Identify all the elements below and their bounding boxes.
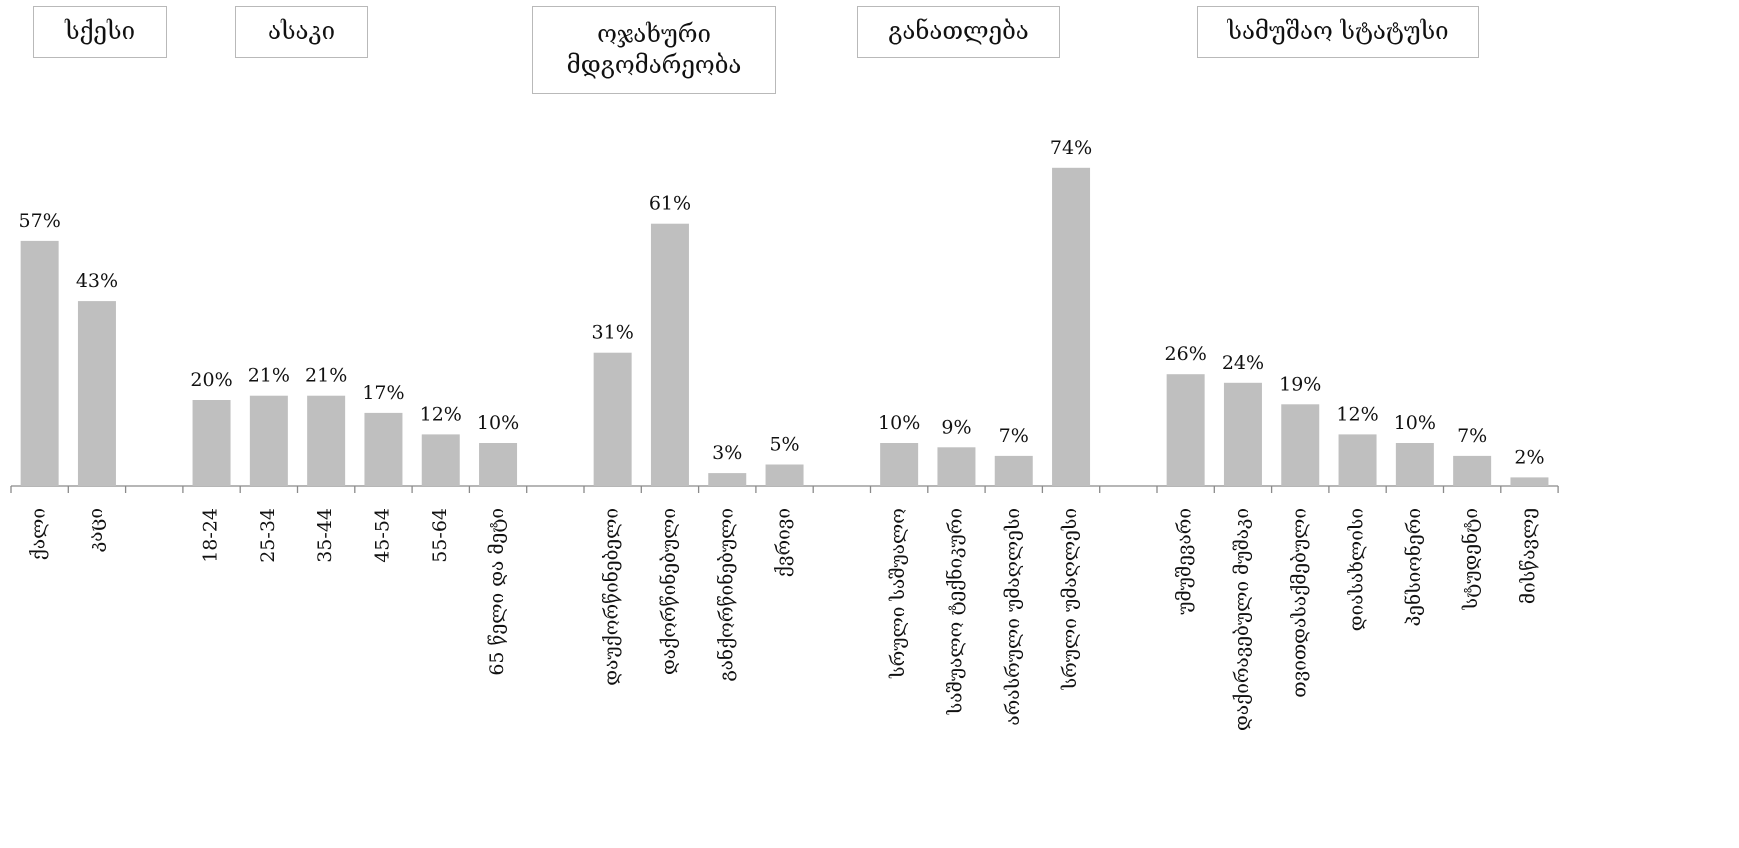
- bar: [1166, 374, 1205, 486]
- data-label: 57%: [19, 210, 61, 232]
- bar: [765, 464, 804, 486]
- category-label: მისწავლე: [1517, 508, 1539, 604]
- category-label: დაუქორწინებელი: [601, 508, 623, 686]
- bar: [192, 400, 231, 486]
- data-label: 20%: [190, 369, 232, 391]
- category-label: სრული საშუალო: [887, 508, 909, 679]
- group-box-gender: სქესი: [33, 6, 167, 58]
- category-label: უმუშევარი: [1174, 508, 1196, 615]
- data-label: 10%: [878, 412, 920, 434]
- group-box-age: ასაკი: [235, 6, 368, 58]
- group-label-age: ასაკი: [267, 17, 336, 46]
- category-label: სრული უმაღლესი: [1059, 508, 1081, 690]
- data-label: 74%: [1050, 137, 1092, 159]
- data-label: 17%: [362, 382, 404, 404]
- bar: [1281, 404, 1320, 486]
- data-label: 21%: [248, 365, 290, 387]
- category-label: თვითდასაქმებული: [1288, 508, 1310, 698]
- bar: [479, 443, 518, 486]
- data-label: 10%: [477, 412, 519, 434]
- bar: [77, 301, 116, 486]
- bar: [20, 240, 59, 486]
- data-label: 12%: [1336, 403, 1378, 425]
- category-label: სტუდენტი: [1460, 508, 1482, 610]
- category-label: 45-54: [371, 508, 393, 563]
- data-label: 2%: [1514, 446, 1544, 468]
- data-label: 10%: [1394, 412, 1436, 434]
- group-box-education: განათლება: [857, 6, 1060, 58]
- group-label-marital-status: ოჯახური მდგომარეობა: [566, 19, 742, 79]
- data-label: 12%: [420, 403, 462, 425]
- data-label: 43%: [76, 270, 118, 292]
- category-label: არასრული უმაღლესი: [1002, 508, 1024, 726]
- bar: [307, 395, 346, 486]
- bar: [1223, 382, 1262, 486]
- data-label: 31%: [592, 322, 634, 344]
- data-label: 61%: [649, 193, 691, 215]
- data-label: 7%: [999, 425, 1029, 447]
- data-label: 21%: [305, 365, 347, 387]
- category-label: კაცი: [85, 508, 107, 552]
- category-label: 55-64: [429, 508, 451, 563]
- group-box-marital-status: ოჯახური მდგომარეობა: [532, 6, 776, 94]
- bar: [1338, 434, 1377, 486]
- data-label: 9%: [941, 416, 971, 438]
- category-label: დაქირავებული მუშაკი: [1231, 508, 1253, 731]
- category-label: ქალი: [28, 508, 50, 560]
- bar: [994, 455, 1033, 486]
- data-label: 24%: [1222, 352, 1264, 374]
- data-label: 5%: [769, 434, 799, 456]
- bar: [364, 412, 403, 486]
- bar: [708, 473, 747, 486]
- data-label: 7%: [1457, 425, 1487, 447]
- bar: [650, 223, 689, 486]
- bar: [1052, 167, 1091, 487]
- category-label: განქორწინებული: [715, 508, 737, 682]
- data-label: 3%: [712, 442, 742, 464]
- data-label: 19%: [1279, 373, 1321, 395]
- category-label: 65 წელი და მეტი: [486, 508, 508, 676]
- bar: [1395, 443, 1434, 486]
- group-label-employment: სამუშაო სტატუსი: [1227, 17, 1449, 46]
- group-label-gender: სქესი: [64, 17, 136, 46]
- data-label: 26%: [1165, 343, 1207, 365]
- bar: [937, 447, 976, 486]
- category-label: პენსიონერი: [1403, 508, 1425, 627]
- category-label: საშუალო ტექნიკური: [944, 508, 966, 715]
- bar: [421, 434, 460, 486]
- group-label-education: განათლება: [888, 17, 1029, 46]
- group-box-employment: სამუშაო სტატუსი: [1197, 6, 1479, 58]
- bar: [1453, 455, 1492, 486]
- category-label: 25-34: [257, 508, 279, 563]
- category-label: 35-44: [314, 508, 336, 563]
- category-label: ქვრივი: [773, 508, 795, 577]
- category-label: დაქორწინებული: [658, 508, 680, 675]
- bar: [1510, 477, 1549, 486]
- category-label: დიასახლისი: [1346, 508, 1368, 631]
- category-label: 18-24: [200, 508, 222, 563]
- bar: [593, 352, 632, 486]
- bar: [249, 395, 288, 486]
- bar: [880, 443, 919, 486]
